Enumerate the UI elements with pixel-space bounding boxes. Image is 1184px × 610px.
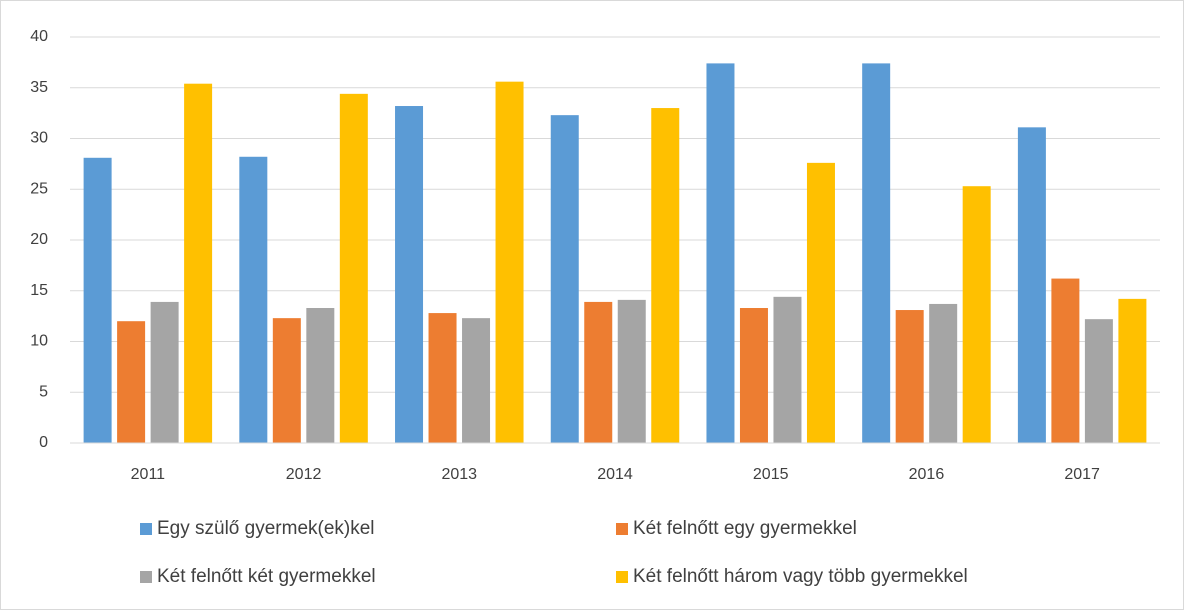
bar <box>1084 319 1113 443</box>
y-tick-label: 15 <box>30 282 48 299</box>
bar <box>428 313 457 443</box>
bar <box>895 310 924 443</box>
bar <box>929 303 958 443</box>
bar <box>617 299 646 443</box>
x-tick-label: 2017 <box>1064 466 1100 483</box>
bar <box>83 157 112 443</box>
bar <box>584 301 613 443</box>
bar <box>962 186 991 443</box>
y-tick-label: 25 <box>30 180 48 197</box>
legend-swatch <box>616 571 628 583</box>
x-tick-label: 2014 <box>597 466 633 483</box>
legend-label: Két felnőtt egy gyermekkel <box>633 518 857 539</box>
legend-label: Két felnőtt két gyermekkel <box>157 566 376 587</box>
y-tick-label: 30 <box>30 130 48 147</box>
bar <box>239 156 268 443</box>
x-tick-label: 2012 <box>286 466 322 483</box>
bar <box>773 296 802 443</box>
bar <box>739 308 768 443</box>
y-tick-label: 40 <box>30 28 48 45</box>
bar <box>495 81 524 443</box>
bar <box>272 318 301 443</box>
y-tick-label: 5 <box>39 383 48 400</box>
bar <box>1017 127 1046 444</box>
legend-label: Két felnőtt három vagy több gyermekkel <box>633 566 968 587</box>
bar <box>550 115 579 443</box>
legend-swatch <box>616 523 628 535</box>
y-tick-label: 35 <box>30 79 48 96</box>
x-tick-label: 2015 <box>753 466 789 483</box>
bar <box>150 301 179 443</box>
y-tick-label: 10 <box>30 333 48 350</box>
bar <box>862 63 891 443</box>
bar <box>306 308 335 443</box>
bar <box>706 63 735 443</box>
bar <box>462 318 491 443</box>
bar <box>339 93 368 443</box>
bar <box>395 106 424 444</box>
bar <box>651 108 680 444</box>
y-tick-label: 20 <box>30 231 48 248</box>
legend-swatch <box>140 571 152 583</box>
x-tick-label: 2013 <box>441 466 477 483</box>
x-tick-label: 2016 <box>909 466 945 483</box>
bar <box>1118 298 1147 443</box>
bar <box>806 162 835 444</box>
legend-swatch <box>140 523 152 535</box>
bar <box>184 83 213 443</box>
bar <box>1051 278 1080 443</box>
legend-label: Egy szülő gyermek(ek)kel <box>157 518 375 539</box>
bar <box>117 321 146 443</box>
x-tick-label: 2011 <box>131 466 166 483</box>
y-tick-label: 0 <box>39 434 48 451</box>
